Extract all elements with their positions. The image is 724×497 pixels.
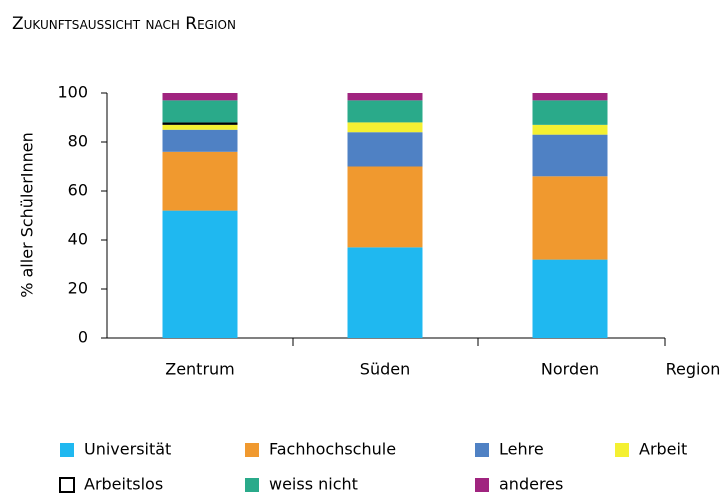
bar-segment [532, 259, 608, 338]
legend-label: anderes [499, 475, 563, 494]
bar-segment [532, 100, 608, 125]
bar-segment [347, 166, 423, 248]
legend-label: Universität [84, 440, 171, 459]
y-tick-label: 0 [78, 328, 88, 347]
legend-swatch [245, 478, 259, 492]
y-tick-label: 40 [68, 230, 88, 249]
bar-segment [162, 129, 238, 152]
bar-segment [162, 122, 238, 125]
y-tick-label: 60 [68, 181, 88, 200]
legend-swatch [475, 478, 489, 492]
legend-swatch [60, 443, 74, 457]
y-axis-label: % aller SchülerInnen [18, 132, 37, 298]
y-tick-label: 100 [57, 83, 88, 102]
bar-segment [347, 132, 423, 167]
bar-segment [347, 100, 423, 123]
bar-segment [532, 124, 608, 135]
legend-label: weiss nicht [269, 475, 358, 494]
legend-label: Arbeit [639, 440, 687, 459]
bar-segment [162, 210, 238, 338]
bar-segment [532, 134, 608, 177]
bar-segment [162, 151, 238, 211]
bar-segment [347, 122, 423, 133]
legend-label: Lehre [499, 440, 544, 459]
x-axis-label: Region [666, 360, 721, 379]
bar-segment [532, 176, 608, 260]
legend-label: Fachhochschule [269, 440, 396, 459]
legend-swatch [615, 443, 629, 457]
bar-segment [162, 93, 238, 101]
x-tick-label: Zentrum [165, 360, 235, 379]
legend-swatch [475, 443, 489, 457]
chart-title: Zukunftsaussicht nach Region [12, 14, 236, 34]
bar-segment [162, 124, 238, 130]
legend-label: Arbeitslos [84, 475, 163, 494]
bar-segment [532, 93, 608, 101]
x-tick-label: Norden [541, 360, 599, 379]
bar-segment [162, 100, 238, 123]
y-tick-label: 20 [68, 279, 88, 298]
y-tick-label: 80 [68, 132, 88, 151]
legend-swatch [59, 477, 75, 493]
bar-segment [347, 247, 423, 338]
legend-swatch [245, 443, 259, 457]
bar-segment [347, 93, 423, 101]
x-tick-label: Süden [360, 360, 410, 379]
